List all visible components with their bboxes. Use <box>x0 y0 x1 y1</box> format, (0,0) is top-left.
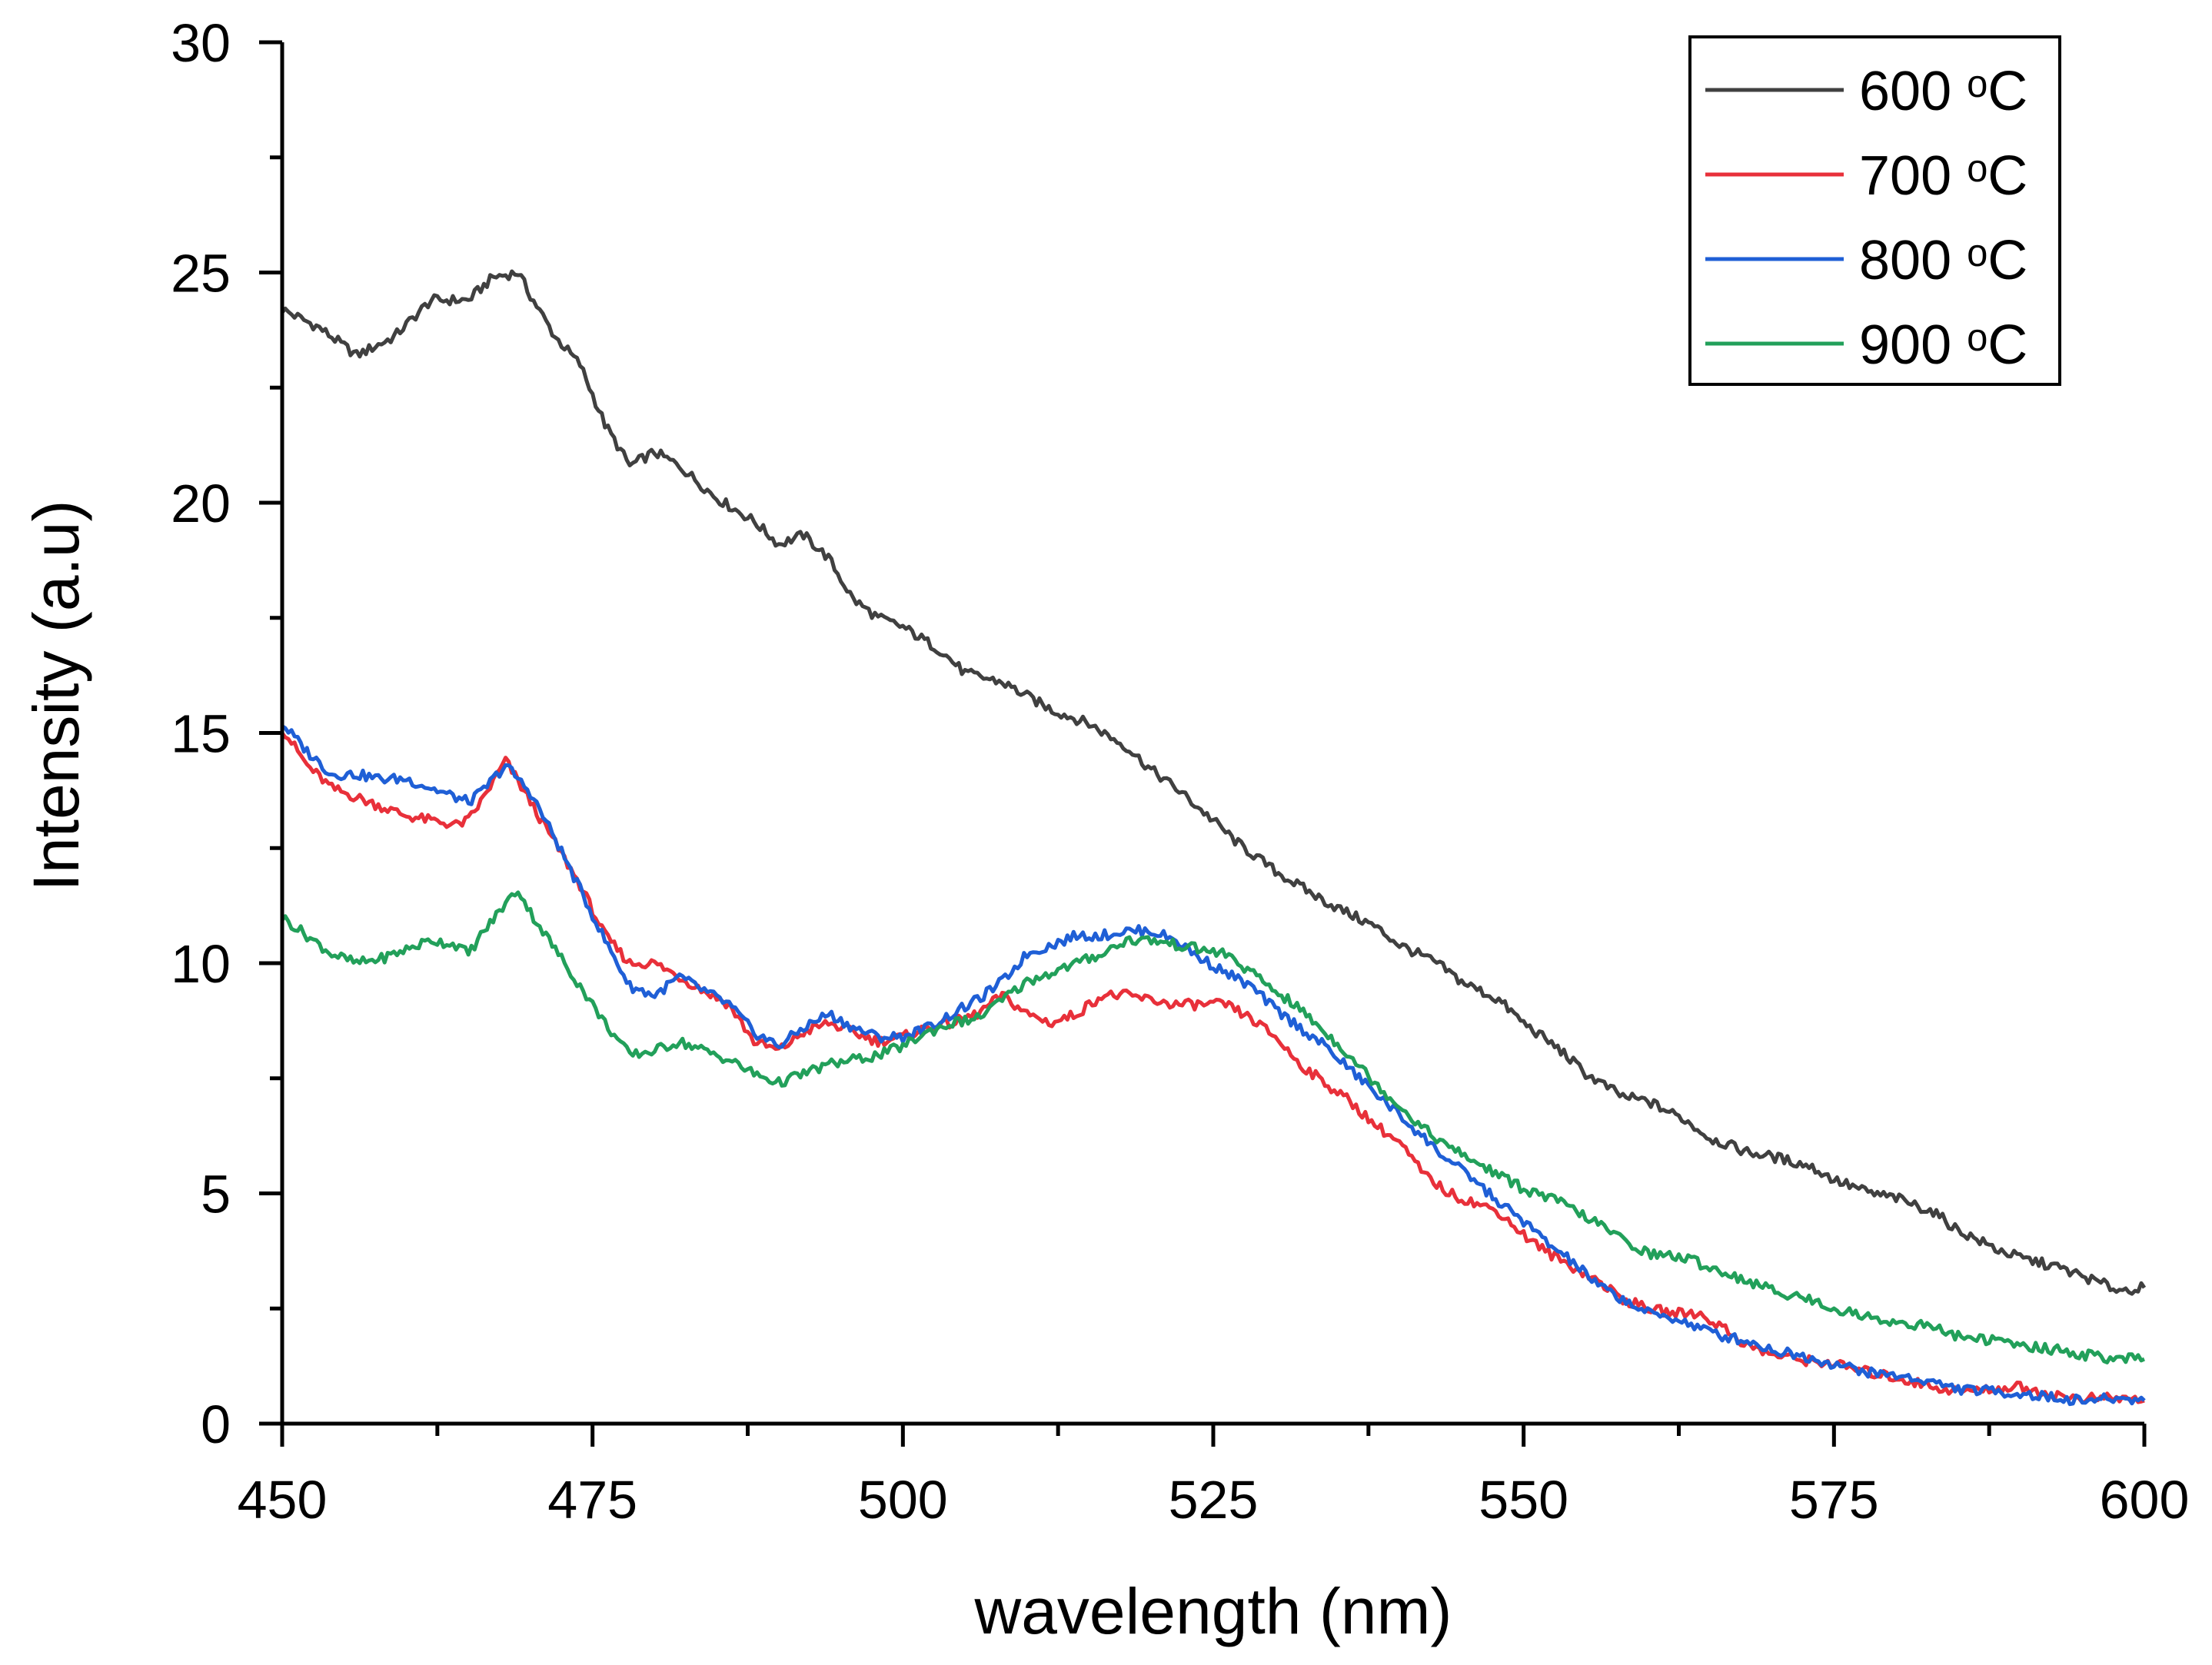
y-tick-label: 30 <box>171 13 231 73</box>
y-tick-label: 25 <box>171 244 231 304</box>
x-tick-label: 575 <box>1789 1470 1879 1530</box>
series-layer <box>280 269 2147 1407</box>
y-axis-title: Intensity (a.u) <box>20 500 92 892</box>
series-line <box>281 724 2146 1407</box>
y-tick-label: 15 <box>171 704 231 764</box>
x-tick-label: 500 <box>858 1470 948 1530</box>
y-tick-label: 0 <box>201 1394 231 1454</box>
x-tick-label: 475 <box>547 1470 637 1530</box>
y-tick-label: 20 <box>171 474 231 533</box>
x-tick-label: 600 <box>2100 1470 2190 1530</box>
y-tick-label: 5 <box>201 1165 231 1225</box>
x-tick-label: 525 <box>1169 1470 1259 1530</box>
legend: 600 ᵒC 700 ᵒC 800 ᵒC 900 ᵒC <box>1688 35 2061 386</box>
legend-label: 700 ᵒC <box>1859 145 2027 207</box>
series-line <box>281 269 2147 1296</box>
legend-label: 800 ᵒC <box>1859 230 2027 291</box>
x-tick-label: 450 <box>238 1470 328 1530</box>
series-line <box>281 890 2145 1364</box>
tick-layer <box>259 40 2147 1447</box>
x-tick-label: 550 <box>1479 1470 1568 1530</box>
x-axis-title: wavelength (nm) <box>974 1575 1452 1647</box>
legend-label: 600 ᵒC <box>1859 61 2027 122</box>
y-tick-label: 10 <box>171 934 231 994</box>
legend-label: 900 ᵒC <box>1859 314 2027 376</box>
legend-box <box>1688 35 2061 386</box>
